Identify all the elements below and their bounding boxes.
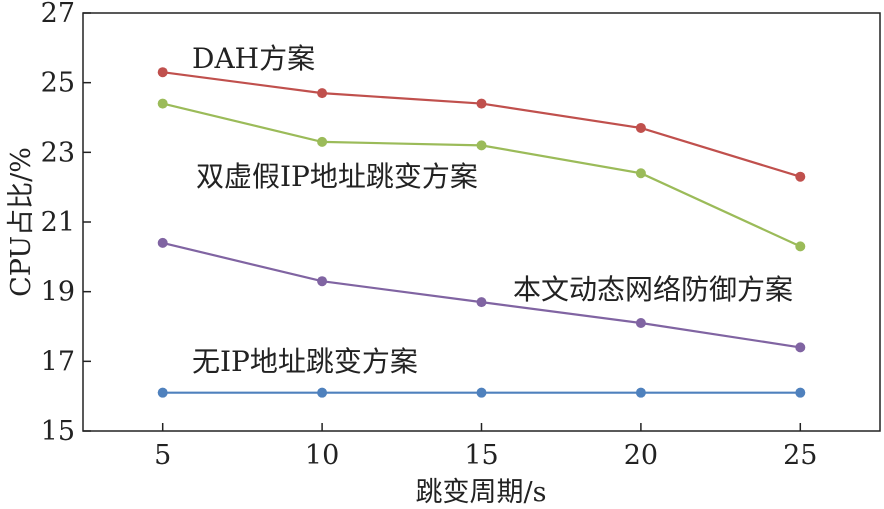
x-tick-label: 20 xyxy=(624,440,658,471)
data-point xyxy=(795,171,806,182)
x-axis: 5 10 15 20 25 xyxy=(154,423,817,471)
x-tick-label: 5 xyxy=(154,440,171,471)
y-tick-label: 17 xyxy=(41,346,75,377)
data-point xyxy=(476,98,487,109)
data-point xyxy=(476,140,487,151)
data-point xyxy=(157,387,168,398)
data-point xyxy=(635,122,646,133)
data-point xyxy=(317,88,328,99)
series-label: 双虚假IP地址跳变方案 xyxy=(196,160,478,193)
data-point xyxy=(635,318,646,329)
data-point xyxy=(157,67,168,78)
data-point xyxy=(795,387,806,398)
data-point xyxy=(157,98,168,109)
y-tick-label: 27 xyxy=(41,0,75,29)
series-label: DAH方案 xyxy=(192,42,315,75)
data-point xyxy=(157,237,168,248)
y-axis-title: CPU占比/% xyxy=(6,147,37,297)
y-tick-label: 23 xyxy=(41,137,75,168)
y-tick-label: 15 xyxy=(41,416,75,447)
data-point xyxy=(476,387,487,398)
y-tick-label: 25 xyxy=(41,68,75,99)
y-axis: 15 17 19 21 23 25 27 xyxy=(41,0,91,447)
series-label: 本文动态网络防御方案 xyxy=(513,273,793,306)
x-tick-label: 15 xyxy=(464,440,498,471)
data-point xyxy=(795,241,806,252)
data-point xyxy=(317,387,328,398)
y-tick-label: 19 xyxy=(41,277,75,308)
data-point xyxy=(317,136,328,147)
data-point xyxy=(635,168,646,179)
y-tick-label: 21 xyxy=(41,207,75,238)
data-point xyxy=(317,276,328,287)
data-point xyxy=(795,342,806,353)
data-point xyxy=(635,387,646,398)
series-label: 无IP地址跳变方案 xyxy=(192,345,418,378)
x-axis-title: 跳变周期/s xyxy=(416,477,547,508)
x-tick-label: 10 xyxy=(305,440,339,471)
series-lines xyxy=(157,67,806,398)
x-tick-label: 25 xyxy=(783,440,817,471)
data-point xyxy=(476,297,487,308)
